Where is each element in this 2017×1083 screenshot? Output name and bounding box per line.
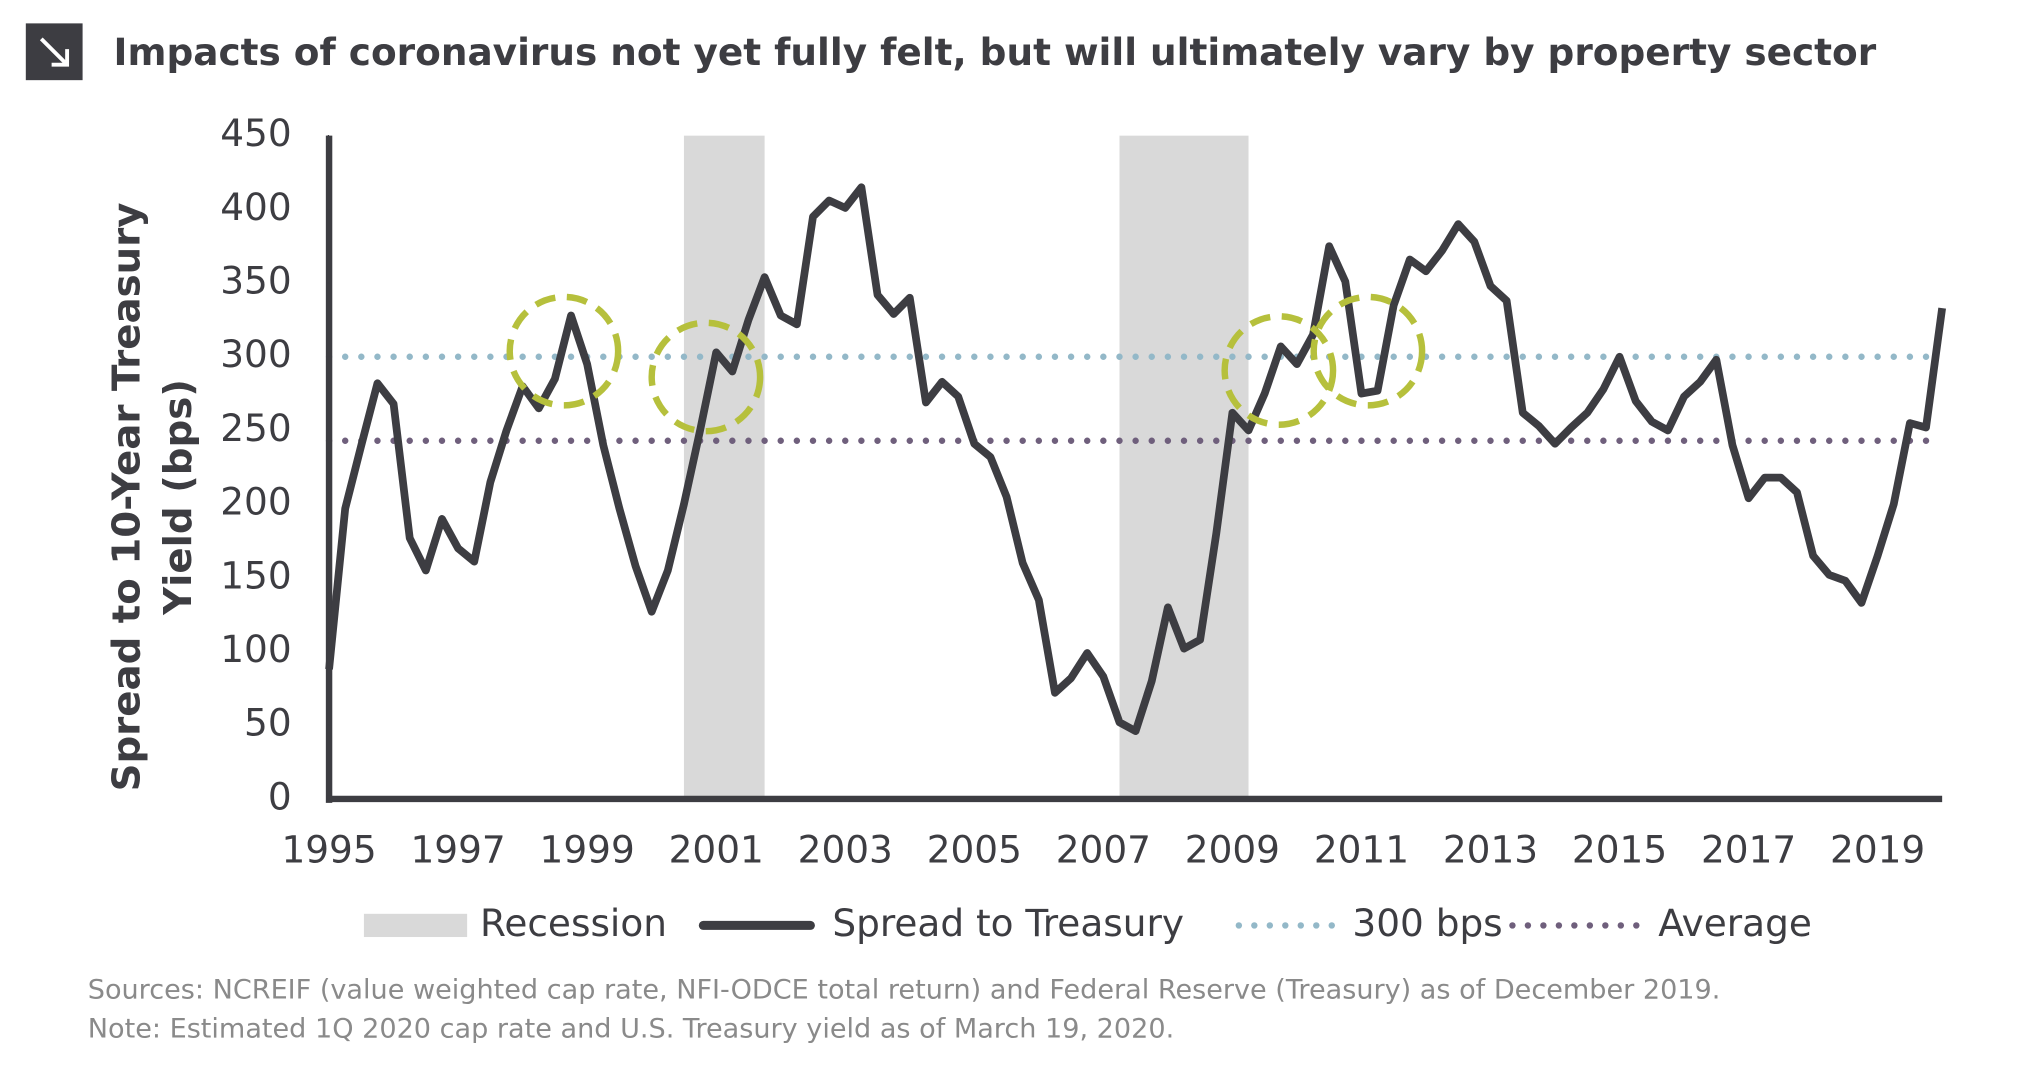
- reference-layer: [325, 353, 1946, 444]
- legend-swatch: [363, 913, 468, 938]
- y-tick-label: 300: [220, 332, 291, 376]
- y-tick-label: 50: [244, 701, 292, 745]
- x-tick-label: 2009: [1185, 827, 1280, 871]
- y-tick-label: 350: [220, 259, 291, 303]
- x-tick-label: 2001: [669, 827, 764, 871]
- x-tick-label: 2005: [927, 827, 1022, 871]
- legend-label: Recession: [480, 901, 667, 945]
- plot-layer: 0 50 100 150 200 250 300 350 400 450 1995 1997 1999 2…: [220, 111, 1946, 871]
- x-tick-label: 1995: [281, 827, 376, 871]
- source-note: Sources: NCREIF (value weighted cap rate…: [88, 975, 1721, 1006]
- highlight-circle: [648, 319, 764, 435]
- highlight-circle: [1221, 313, 1337, 428]
- y-axis-title: Spread to 10-Year Treasury: [105, 203, 150, 792]
- y-axis-title: Yield (bps): [156, 379, 201, 616]
- y-tick-label: 100: [220, 627, 291, 671]
- y-tick-label: 150: [220, 553, 291, 597]
- y-tick-label: 200: [220, 480, 291, 524]
- highlight-circle: [506, 293, 622, 409]
- recession-layer: [683, 135, 1249, 799]
- x-tick-label: 2013: [1443, 827, 1538, 871]
- x-tick-label: 1999: [540, 827, 635, 871]
- x-tick-label: 1997: [411, 827, 506, 871]
- y-tick-label: 450: [220, 111, 291, 155]
- y-tick-label: 0: [268, 774, 292, 818]
- chart-title: Impacts of coronavirus not yet fully fel…: [114, 30, 1877, 74]
- x-tick-label: 2007: [1056, 827, 1151, 871]
- source-note: Note: Estimated 1Q 2020 cap rate and U.S…: [88, 1013, 1174, 1044]
- y-tick-label: 400: [220, 185, 291, 229]
- legend: Recession Spread to Treasury 300 bps Averag…: [363, 901, 1812, 945]
- x-tick-label: 2011: [1314, 827, 1409, 871]
- x-tick-label: 2017: [1701, 827, 1796, 871]
- x-tick-label: 2003: [798, 827, 893, 871]
- highlight-circles: [506, 293, 1426, 435]
- legend-label: 300 bps: [1352, 901, 1502, 945]
- y-tick-label: 250: [220, 406, 291, 450]
- x-tick-label: 2019: [1830, 827, 1925, 871]
- recession-band: [683, 135, 765, 799]
- highlight-circle: [1310, 293, 1426, 409]
- recession-band: [1119, 135, 1249, 799]
- x-tick-label: 2015: [1572, 827, 1667, 871]
- series-line: [325, 183, 1946, 736]
- legend-label: Average: [1658, 901, 1812, 945]
- title-icon-arrow: [39, 37, 70, 67]
- legend-label: Spread to Treasury: [832, 901, 1184, 945]
